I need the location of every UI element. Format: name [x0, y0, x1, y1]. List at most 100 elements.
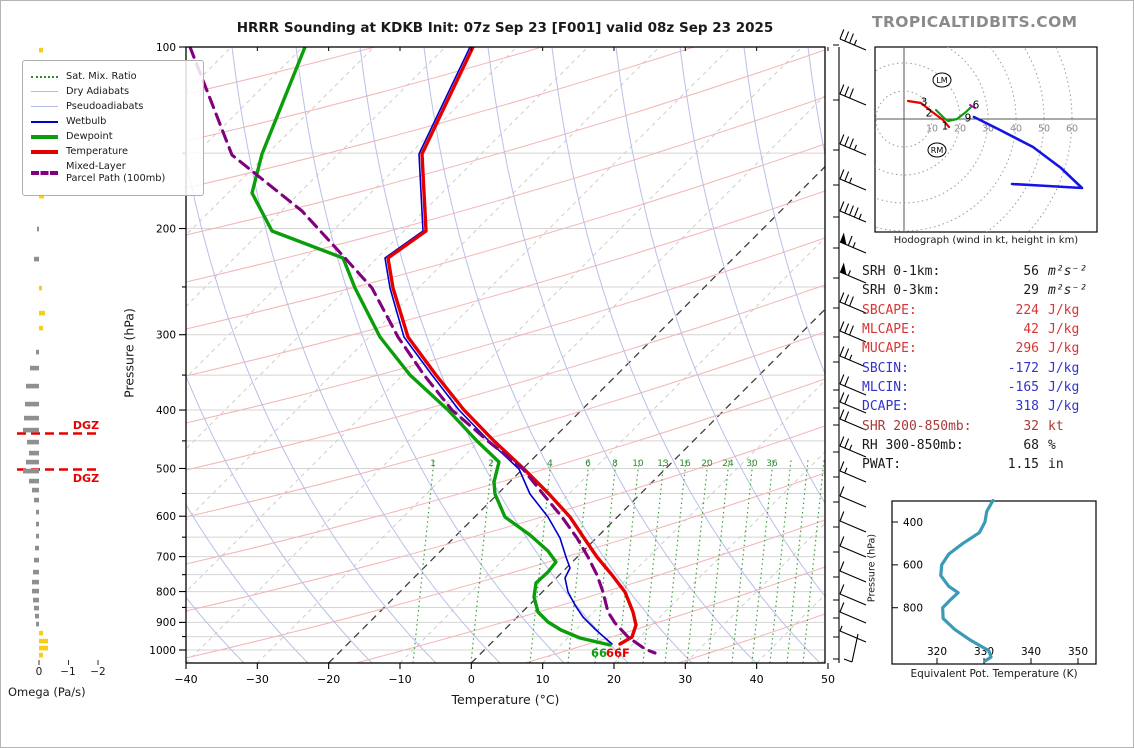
svg-text:24: 24 — [722, 459, 734, 469]
omega-tick-0: 0 — [35, 666, 43, 678]
wind-barb — [839, 536, 867, 558]
svg-text:30: 30 — [746, 459, 758, 469]
stat-sunit: m²s⁻² — [1048, 264, 1088, 280]
svg-text:4: 4 — [547, 459, 553, 469]
wind-barb — [839, 602, 867, 624]
wind-barb-column — [833, 29, 867, 663]
svg-text:350: 350 — [1068, 646, 1088, 658]
stat-slabel: SBCAPE: — [862, 302, 917, 318]
wind-barb — [843, 633, 859, 663]
stat-sval: -172 — [1007, 360, 1039, 376]
dry-adiabats-swatch-icon — [31, 91, 58, 93]
legend: Sat. Mix. Ratio Dry Adiabats Pseudoadiab… — [22, 60, 204, 196]
stat-slabel: SRH 0-3km: — [862, 283, 941, 299]
svg-text:50: 50 — [1038, 124, 1050, 135]
stat-row-srh-0-3km: SRH 0-3km: 29 m²s⁻² — [862, 281, 1110, 300]
stat-row-srh-0-1km: SRH 0-1km: 56 m²s⁻² — [862, 262, 1110, 281]
wind-barb — [839, 321, 867, 343]
wind-barb — [839, 262, 867, 284]
wind-barb — [839, 346, 867, 368]
svg-text:3: 3 — [921, 97, 928, 109]
stat-sunit: % — [1048, 437, 1056, 453]
stat-sunit: m²s⁻² — [1048, 283, 1088, 299]
stat-sunit: J/kg — [1048, 322, 1080, 338]
wind-barb — [839, 84, 867, 106]
stat-row-mlcape: MLCAPE: 42 J/kg — [862, 320, 1110, 339]
dgz-label-upper: DGZ — [72, 419, 100, 432]
svg-text:−10: −10 — [388, 673, 411, 686]
stat-row-dcape: DCAPE: 318 J/kg — [862, 397, 1110, 416]
legend-label: Dewpoint — [66, 130, 113, 142]
stat-sval: 68 — [1023, 437, 1039, 453]
parcel-path-curve — [188, 47, 657, 655]
wetbulb-swatch-icon — [31, 120, 58, 123]
legend-label: Dry Adiabats — [66, 85, 130, 97]
stat-slabel: SRH 0-1km: — [862, 264, 941, 280]
svg-text:900: 900 — [156, 617, 176, 629]
stat-sval: 296 — [1015, 341, 1039, 357]
watermark: TROPICALTIDBITS.COM — [872, 13, 1078, 31]
svg-text:8: 8 — [612, 459, 618, 469]
svg-text:20: 20 — [701, 459, 713, 469]
stat-slabel: RH 300-850mb: — [862, 437, 964, 453]
stat-sunit: J/kg — [1048, 399, 1080, 415]
wind-barb — [839, 461, 867, 483]
svg-text:−30: −30 — [246, 673, 269, 686]
stat-sval: 318 — [1015, 399, 1039, 415]
pressure-axis-label: Pressure (hPa) — [121, 308, 137, 398]
page-title: HRRR Sounding at KDKB Init: 07z Sep 23 [… — [236, 20, 774, 36]
svg-text:40: 40 — [1010, 124, 1022, 135]
parcel-path-swatch-icon — [31, 171, 58, 175]
stat-sval: 29 — [1023, 283, 1039, 299]
stat-row-shr-200-850mb: SHR 200-850mb: 32 kt — [862, 416, 1110, 435]
svg-text:400: 400 — [156, 405, 176, 417]
stat-sval: 56 — [1023, 264, 1039, 280]
stat-slabel: MLCIN: — [862, 379, 909, 395]
stat-sunit: J/kg — [1048, 341, 1080, 357]
stat-sval: 32 — [1023, 418, 1039, 434]
wind-barb — [839, 511, 867, 533]
legend-label: Sat. Mix. Ratio — [66, 70, 137, 82]
svg-text:100: 100 — [156, 42, 176, 54]
wind-barb — [839, 409, 867, 431]
legend-item-pseudoadiabats: Pseudoadiabats — [31, 101, 195, 114]
svg-text:16: 16 — [679, 459, 691, 469]
svg-text:20: 20 — [607, 673, 621, 686]
legend-label: Mixed-Layer Parcel Path (100mb) — [66, 160, 166, 185]
svg-text:700: 700 — [156, 551, 176, 563]
temperature-axis-label: Temperature (°C) — [451, 692, 560, 707]
temperature-swatch-icon — [31, 149, 58, 154]
surface-temperature-label: 66F — [606, 646, 630, 660]
stat-row-pwat: PWAT: 1.15 in — [862, 455, 1110, 474]
surface-dewpoint-label: 66 — [591, 646, 608, 660]
omega-bars — [23, 47, 99, 665]
thetae-axis-label: Equivalent Pot. Temperature (K) — [910, 668, 1078, 680]
wind-barb — [839, 292, 867, 314]
wind-barb — [839, 169, 867, 191]
legend-item-temperature: Temperature — [31, 146, 195, 159]
svg-text:2: 2 — [488, 459, 494, 469]
omega-axis-label: Omega (Pa/s) — [8, 685, 86, 699]
stat-sval: 42 — [1023, 322, 1039, 338]
temperature-curve — [386, 47, 638, 646]
stat-sval: 224 — [1015, 302, 1039, 318]
svg-text:10: 10 — [632, 459, 644, 469]
svg-text:10: 10 — [536, 673, 550, 686]
legend-item-wetbulb: Wetbulb — [31, 116, 195, 129]
svg-text:30: 30 — [678, 673, 692, 686]
legend-item-sat-mix-ratio: Sat. Mix. Ratio — [31, 71, 195, 84]
svg-text:20: 20 — [954, 124, 966, 135]
stat-slabel: MUCAPE: — [862, 341, 917, 357]
omega-tick-2: −2 — [90, 666, 106, 678]
wind-barb — [839, 29, 867, 51]
thetae-pressure-label: Pressure (hPa) — [866, 533, 878, 603]
stat-row-rh-300-850mb: RH 300-850mb: 68% — [862, 436, 1110, 455]
stat-sunit: J/kg — [1048, 360, 1080, 376]
omega-tick-1: −1 — [60, 666, 76, 678]
svg-text:400: 400 — [903, 517, 923, 529]
svg-text:600: 600 — [903, 560, 923, 572]
wind-barb — [839, 232, 867, 254]
